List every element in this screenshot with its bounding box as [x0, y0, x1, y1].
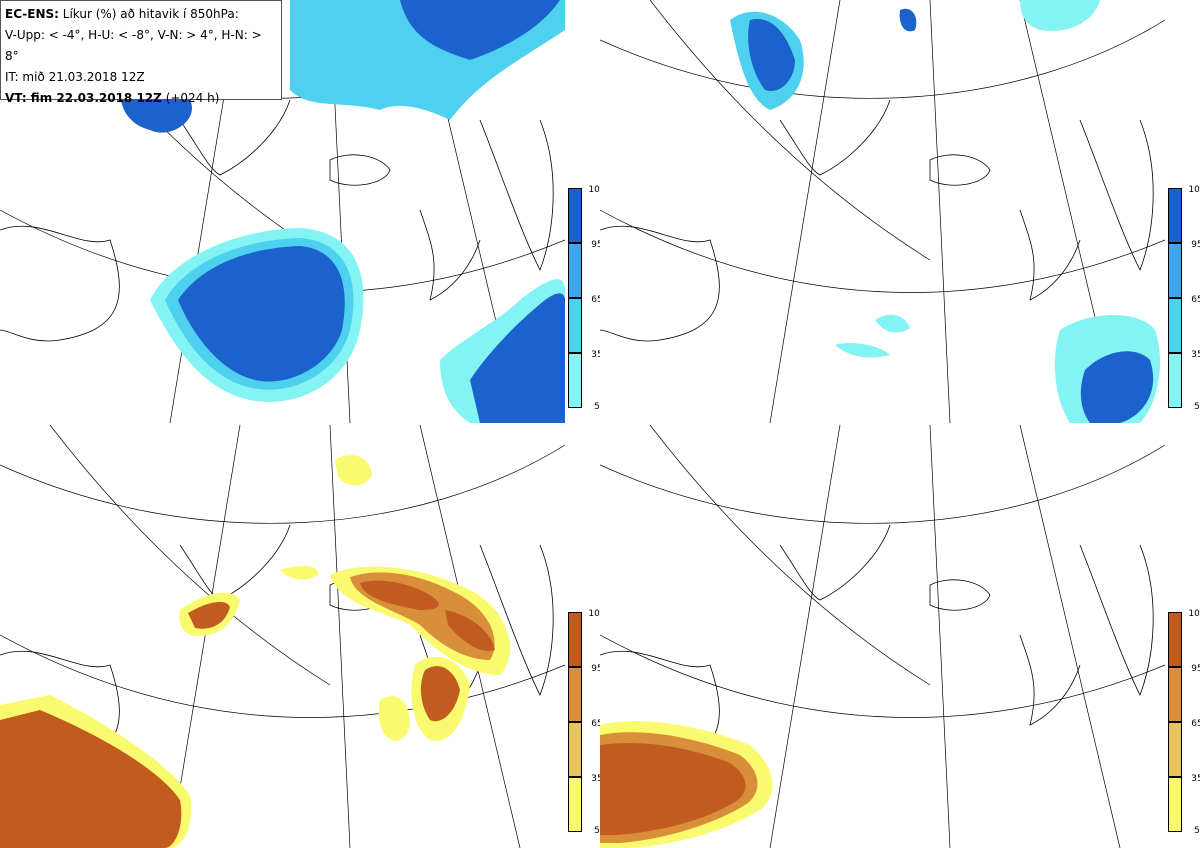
map-legend: EC-ENS: Líkur (%) að hitavik í 850hPa: V…	[0, 0, 282, 105]
coast-greenland-south	[179, 99, 291, 176]
colorbar-cold-top: 100 95 65 35 5	[568, 185, 606, 412]
cb-label-95: 95	[591, 664, 603, 674]
colorbar-cold-top-right: 100 95 65 35 5	[1168, 185, 1200, 412]
legend-lead-time: (+024 h)	[161, 91, 220, 105]
coast-canada	[0, 225, 120, 342]
cb-label-65: 65	[591, 295, 603, 305]
cb-label-35: 35	[1191, 350, 1200, 360]
cb-label-65: 65	[1191, 295, 1200, 305]
cb-label-95: 95	[1191, 664, 1200, 674]
cb-label-35: 35	[591, 350, 603, 360]
legend-valid-time-bold: VT: fim 22.03.2018 12Z	[5, 91, 162, 105]
cb-label-65: 65	[1191, 719, 1200, 729]
cb-label-5: 5	[594, 826, 600, 836]
cb-label-5: 5	[1194, 826, 1200, 836]
map-panel-warm-plus4	[0, 425, 565, 848]
cb-label-35: 35	[591, 774, 603, 784]
coast-norway	[479, 119, 554, 271]
cb-label-65: 65	[591, 719, 603, 729]
legend-title-bold: EC-ENS:	[5, 7, 59, 21]
coast-uk	[419, 209, 481, 301]
map-panel-warm-plus8	[600, 425, 1165, 848]
cb-label-100: 100	[588, 185, 606, 195]
coast-iceland	[329, 154, 391, 186]
map-panel-cold-minus4: EC-ENS: Líkur (%) að hitavik í 850hPa: V…	[0, 0, 565, 423]
cb-label-35: 35	[1191, 774, 1200, 784]
legend-thresholds: V-Upp: < -4°, H-U: < -8°, V-N: > 4°, H-N…	[5, 28, 262, 63]
cb-label-95: 95	[591, 240, 603, 250]
legend-title: Líkur (%) að hitavik í 850hPa:	[58, 7, 239, 21]
cb-label-95: 95	[1191, 240, 1200, 250]
legend-init-time: IT: mið 21.03.2018 12Z	[5, 70, 145, 84]
cb-label-100: 100	[588, 609, 606, 619]
map-panel-cold-minus8	[600, 0, 1165, 423]
colorbar-warm-right: 100 95 65 35 5	[1168, 609, 1200, 836]
cb-label-100: 100	[1188, 185, 1200, 195]
colorbar-warm: 100 95 65 35 5	[568, 609, 606, 836]
cb-label-5: 5	[594, 402, 600, 412]
cb-label-100: 100	[1188, 609, 1200, 619]
cb-label-5: 5	[1194, 402, 1200, 412]
